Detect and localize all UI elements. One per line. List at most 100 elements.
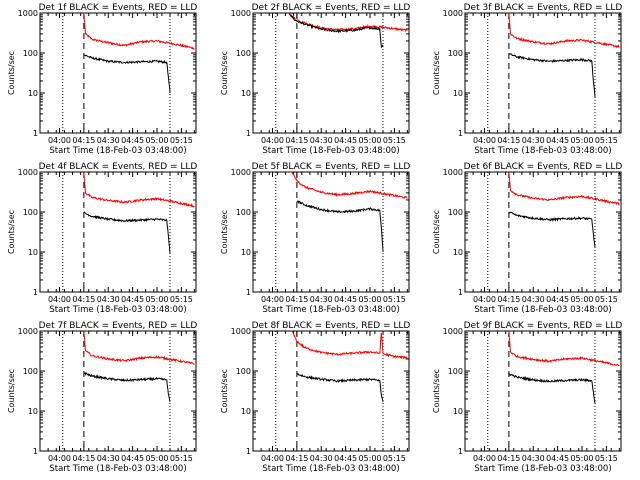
y-tick-label: 1 [458,129,463,138]
plot-frame [252,330,410,452]
x-tick-label: 04:30 [310,454,333,463]
x-tick-label: 05:15 [595,454,618,463]
x-tick-label: 04:15 [285,295,308,304]
y-tick-label: 100 [23,49,38,58]
series-red-lld-line [83,171,195,208]
chart-title: Det 2f BLACK = Events, RED = LLD [252,3,411,13]
y-tick-label: 1000 [443,168,463,177]
plot-frame [252,12,410,134]
chart-panel-3: Det 3f BLACK = Events, RED = LLD 1 10 100 10… [432,3,622,156]
x-tick-label: 05:00 [145,136,168,145]
x-tick-label: 04:45 [121,454,144,463]
chart-title: Det 3f BLACK = Events, RED = LLD [464,3,623,13]
y-tick-label: 10 [241,89,251,98]
x-axis-label: Start Time (18-Feb-03 03:48:00) [49,305,186,315]
x-tick-label: 04:00 [48,454,71,463]
series-red-lld-line [508,12,620,49]
plot-frame [464,12,622,134]
series-black-events-line [508,53,596,97]
y-tick-label: 1 [458,288,463,297]
y-tick-label: 10 [241,248,251,257]
y-tick-label: 100 [448,367,463,376]
plot-frame [39,12,197,134]
chart-panel-7: Det 7f BLACK = Events, RED = LLD 1 10 100 10… [7,321,197,474]
chart-panel-5: Det 5f BLACK = Events, RED = LLD 1 10 100 10… [220,162,410,315]
x-tick-label: 04:45 [546,295,569,304]
x-tick-label: 04:45 [121,295,144,304]
chart-title: Det 4f BLACK = Events, RED = LLD [39,162,198,172]
x-tick-label: 04:15 [285,454,308,463]
y-tick-label: 10 [241,407,251,416]
x-tick-label: 05:15 [383,136,406,145]
x-axis-label: Start Time (18-Feb-03 03:48:00) [474,305,611,315]
x-tick-label: 04:15 [72,454,95,463]
x-tick-label: 04:30 [522,454,545,463]
y-tick-label: 1 [246,129,251,138]
x-tick-label: 04:45 [546,136,569,145]
x-tick-label: 04:30 [522,295,545,304]
chart-panel-9: Det 9f BLACK = Events, RED = LLD 1 10 100 10… [432,321,622,474]
x-axis-label: Start Time (18-Feb-03 03:48:00) [49,146,186,156]
x-tick-label: 04:45 [121,136,144,145]
x-tick-label: 04:45 [334,136,357,145]
chart-panel-8: Det 8f BLACK = Events, RED = LLD 1 10 100 10… [220,321,410,474]
x-tick-label: 04:30 [97,295,120,304]
y-tick-label: 1000 [443,9,463,18]
x-tick-label: 04:30 [97,136,120,145]
y-tick-label: 100 [236,49,251,58]
chart-title: Det 9f BLACK = Events, RED = LLD [464,321,623,331]
y-tick-label: 10 [28,248,38,257]
series-black-events-line [83,371,171,402]
x-tick-label: 04:00 [48,295,71,304]
y-axis-label: Counts/sec [220,51,229,95]
x-tick-label: 04:00 [261,295,284,304]
x-axis-label: Start Time (18-Feb-03 03:48:00) [474,464,611,474]
y-tick-label: 1 [33,129,38,138]
y-tick-label: 100 [23,208,38,217]
x-tick-label: 04:15 [497,295,520,304]
x-tick-label: 04:15 [72,295,95,304]
y-tick-label: 10 [28,407,38,416]
y-tick-label: 100 [236,208,251,217]
x-axis-label: Start Time (18-Feb-03 03:48:00) [262,464,399,474]
x-tick-label: 05:15 [383,454,406,463]
y-tick-label: 1 [458,447,463,456]
x-tick-label: 05:00 [358,136,381,145]
y-tick-label: 10 [453,248,463,257]
x-tick-label: 05:00 [570,454,593,463]
y-tick-label: 100 [448,208,463,217]
x-axis-label: Start Time (18-Feb-03 03:48:00) [474,146,611,156]
chart-panel-1: Det 1f BLACK = Events, RED = LLD 1 10 100 10… [7,3,197,156]
x-tick-label: 05:15 [383,295,406,304]
x-tick-label: 05:00 [145,454,168,463]
x-tick-label: 04:00 [261,136,284,145]
x-tick-label: 04:00 [48,136,71,145]
x-tick-label: 05:00 [358,295,381,304]
y-tick-label: 100 [236,367,251,376]
y-tick-label: 1000 [443,327,463,336]
chart-title: Det 5f BLACK = Events, RED = LLD [252,162,411,172]
x-axis-label: Start Time (18-Feb-03 03:48:00) [49,464,186,474]
x-axis-label: Start Time (18-Feb-03 03:48:00) [262,305,399,315]
y-axis-label: Counts/sec [7,51,16,95]
y-tick-label: 10 [453,407,463,416]
x-tick-label: 04:30 [97,454,120,463]
series-black-events-line [83,211,171,254]
y-tick-label: 10 [28,89,38,98]
y-axis-label: Counts/sec [432,51,441,95]
chart-title: Det 1f BLACK = Events, RED = LLD [39,3,198,13]
x-tick-label: 05:15 [170,295,193,304]
x-tick-label: 04:15 [285,136,308,145]
chart-title: Det 6f BLACK = Events, RED = LLD [464,162,623,172]
x-tick-label: 04:15 [497,136,520,145]
series-red-lld-line [288,12,408,33]
y-axis-label: Counts/sec [7,210,16,254]
y-axis-label: Counts/sec [7,369,16,413]
x-tick-label: 04:30 [310,295,333,304]
chart-panel-4: Det 4f BLACK = Events, RED = LLD 1 10 100 10… [7,162,197,315]
y-tick-label: 1 [246,447,251,456]
y-tick-label: 100 [448,49,463,58]
y-tick-label: 1000 [231,168,251,177]
x-tick-label: 05:00 [145,295,168,304]
series-red-lld-line [508,171,620,206]
